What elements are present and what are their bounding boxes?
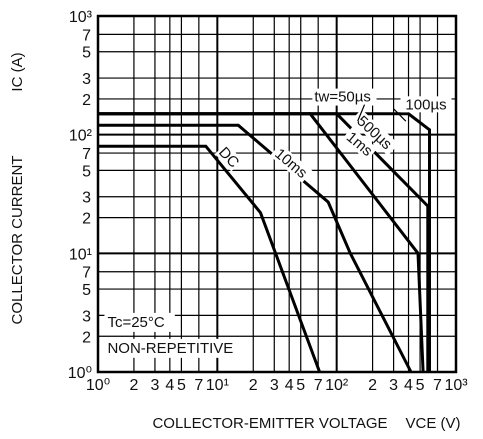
series-label-dc: DC <box>215 144 242 172</box>
series-label-bg <box>341 127 378 161</box>
series-label-group: 10ms <box>269 143 313 183</box>
annotation-bg <box>312 88 377 106</box>
y-tick-label: 10² <box>69 128 93 145</box>
y-tick-label: 5 <box>82 45 91 62</box>
series-line-dc <box>98 144 322 373</box>
x-tick-label: 3 <box>270 377 279 394</box>
x-tick-label: 7 <box>314 377 323 394</box>
y-tick-label: 7 <box>82 146 91 163</box>
series-label-group: DC <box>214 143 244 172</box>
x-tick-label: 2 <box>368 377 377 394</box>
annotation-leader <box>393 108 407 122</box>
series-label-100-s: 100µs <box>405 96 446 113</box>
series-label-bg <box>269 143 313 183</box>
x-tick-label: 5 <box>177 377 186 394</box>
plot-frame <box>96 14 458 374</box>
series-label-group: 100µs <box>400 96 452 113</box>
x-axis-symbol: VCE (V) <box>405 415 460 432</box>
y-tick-label: 2 <box>82 92 91 109</box>
annotation-text-tw-50-s: tw=50µs <box>314 89 371 106</box>
annotation-text-tc-25-c: Tc=25°C <box>107 314 164 331</box>
x-tick-label: 2 <box>249 377 258 394</box>
y-tick-label: 3 <box>82 71 91 88</box>
x-tick-label: 7 <box>194 377 203 394</box>
annotation-bg <box>104 312 175 332</box>
y-tick-label: 2 <box>82 211 91 228</box>
x-tick-label: 10² <box>325 377 349 394</box>
x-tick-label: 2 <box>129 377 138 394</box>
x-tick-label: 10⁰ <box>86 377 110 394</box>
x-tick-label: 5 <box>416 377 425 394</box>
y-tick-label: 2 <box>82 329 91 346</box>
series-label-bg <box>400 96 452 113</box>
y-tick-label: 3 <box>82 190 91 207</box>
x-tick-label: 5 <box>296 377 305 394</box>
x-axis-label: COLLECTOR-EMITTER VOLTAGE <box>152 415 387 432</box>
series-line-100-s <box>98 112 431 372</box>
y-tick-label: 5 <box>82 282 91 299</box>
y-tick-label: 7 <box>82 265 91 282</box>
x-tick-label: 10³ <box>444 377 468 394</box>
y-tick-label: 7 <box>82 27 91 44</box>
y-axis-symbol: IC (A) <box>9 52 26 91</box>
annotation-leader <box>357 104 366 122</box>
x-tick-label: 4 <box>285 377 294 394</box>
annotation-text-non-repetitive: NON-REPETITIVE <box>107 340 233 357</box>
y-tick-label: 10¹ <box>69 246 92 263</box>
y-axis-label: COLLECTOR CURRENT <box>9 156 26 325</box>
x-axis-ticks: 10⁰ 2 3 4 5 7 10¹ 2 3 4 5 7 10² 2 3 4 5 7 10³ <box>86 377 468 394</box>
x-tick-label: 7 <box>433 377 442 394</box>
y-tick-label: 10³ <box>69 9 93 26</box>
y-tick-label: 10⁰ <box>68 365 92 382</box>
x-tick-label: 10¹ <box>206 377 229 394</box>
x-tick-label: 3 <box>150 377 159 394</box>
series-lines <box>98 112 431 373</box>
x-tick-label: 4 <box>404 377 413 394</box>
x-tick-label: 3 <box>389 377 398 394</box>
series-label-bg <box>350 109 399 156</box>
annotation-bg <box>104 338 240 358</box>
series-line-10ms <box>98 123 413 373</box>
x-tick-label: 4 <box>165 377 174 394</box>
y-tick-label: 3 <box>82 308 91 325</box>
y-tick-label: 5 <box>82 163 91 180</box>
series-labels: DC 10ms1ms500µs100µstw=50µsTc=25°CNON-REP… <box>104 88 452 358</box>
series-label-bg <box>214 143 244 172</box>
